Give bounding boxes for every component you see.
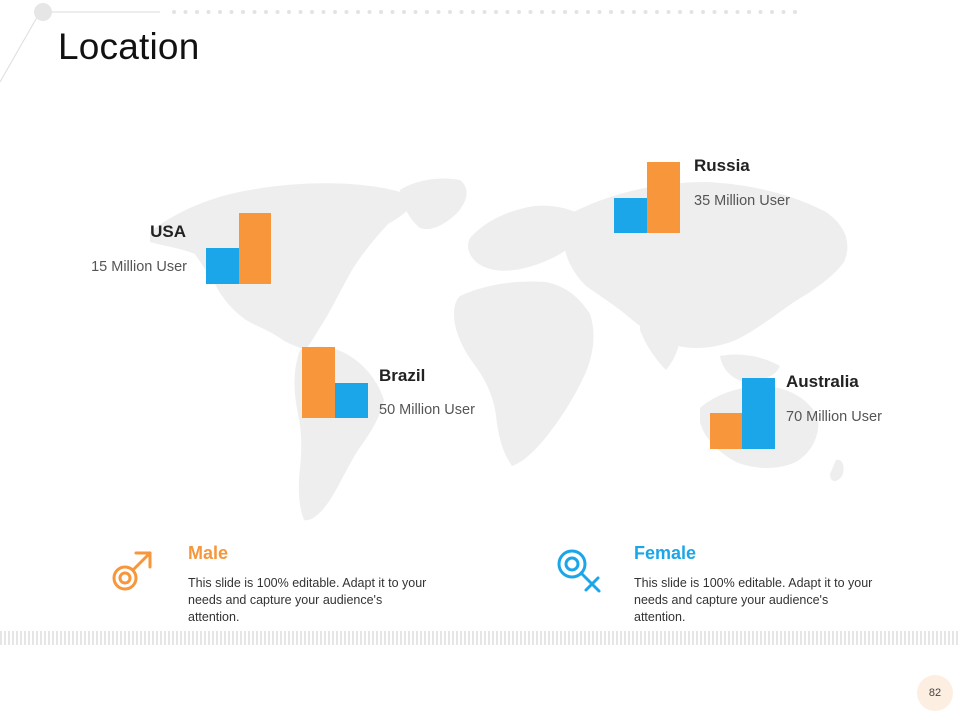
russia-users: 35 Million User bbox=[694, 193, 790, 209]
male-symbol-icon bbox=[112, 551, 152, 591]
australia-bar-blue bbox=[742, 378, 775, 449]
usa-users: 15 Million User bbox=[91, 259, 187, 275]
female-title: Female bbox=[634, 543, 697, 563]
australia-users: 70 Million User bbox=[786, 409, 882, 425]
slide-title: Location bbox=[58, 26, 200, 67]
female-description: This slide is 100% editable. Adapt it to… bbox=[634, 576, 873, 624]
brazil-bar-blue bbox=[335, 383, 368, 418]
usa-label: USA bbox=[150, 222, 186, 241]
usa-bar-orange bbox=[239, 213, 271, 284]
brazil-users: 50 Million User bbox=[379, 402, 475, 418]
russia-label: Russia bbox=[694, 156, 750, 175]
usa-bar-blue bbox=[206, 248, 239, 284]
russia-bar-blue bbox=[614, 198, 647, 233]
male-description: This slide is 100% editable. Adapt it to… bbox=[188, 576, 427, 624]
australia-bar-orange bbox=[710, 413, 742, 449]
brazil-bar-orange bbox=[302, 347, 335, 418]
australia-label: Australia bbox=[786, 372, 859, 391]
female-symbol-icon bbox=[557, 549, 601, 593]
page-number: 82 bbox=[928, 687, 942, 699]
brazil-label: Brazil bbox=[379, 366, 426, 385]
page-number-badge: 82 bbox=[917, 675, 953, 711]
male-title: Male bbox=[188, 543, 229, 563]
russia-bar-orange bbox=[647, 162, 680, 233]
